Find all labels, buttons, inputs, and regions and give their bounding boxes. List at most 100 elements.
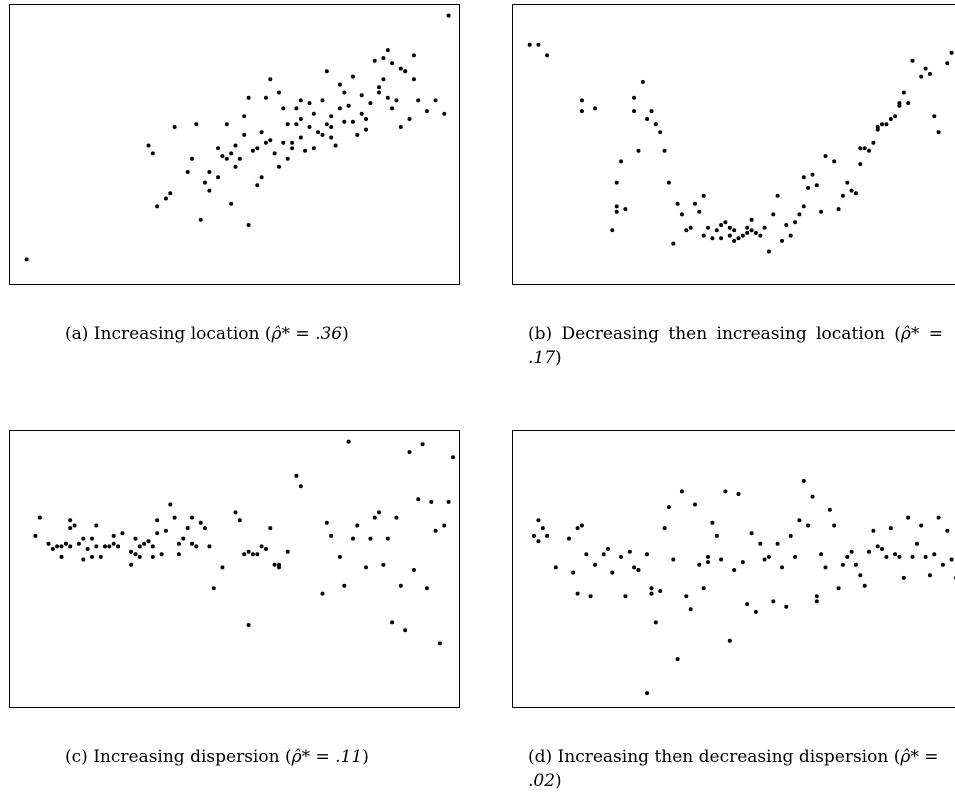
scatter-point-b-66 <box>836 207 841 212</box>
scatter-point-c-2 <box>46 541 51 546</box>
scatter-point-c-62 <box>355 523 360 528</box>
scatter-point-d-26 <box>658 589 663 593</box>
scatter-point-a-17 <box>233 164 238 169</box>
scatter-point-d-7 <box>571 570 576 575</box>
scatter-point-b-38 <box>727 233 732 238</box>
scatter-point-c-9 <box>76 541 81 546</box>
scatter-point-d-16 <box>610 570 615 575</box>
scatter-point-c-83 <box>451 455 455 460</box>
scatter-point-d-97 <box>814 599 819 604</box>
scatter-point-d-71 <box>853 562 858 567</box>
scatter-point-d-85 <box>914 541 919 546</box>
scatter-point-d-61 <box>810 494 815 499</box>
caption-d: (d) Increasing then decreasing dispersio… <box>528 747 939 791</box>
scatter-point-c-10 <box>81 557 86 562</box>
scatter-point-b-19 <box>658 130 663 135</box>
scatter-point-a-96 <box>233 143 238 148</box>
scatter-point-a-70 <box>416 98 421 103</box>
scatter-point-d-83 <box>906 515 911 520</box>
scatter-point-d-23 <box>645 691 650 696</box>
scatter-point-b-39 <box>732 228 737 233</box>
scatter-point-c-55 <box>320 591 325 596</box>
scatter-point-d-36 <box>701 586 706 591</box>
scatter-point-a-92 <box>329 135 334 140</box>
scatter-point-a-1 <box>146 143 151 148</box>
scatter-point-b-9 <box>614 209 619 214</box>
scatter-plot-b <box>512 4 955 285</box>
scatter-point-b-58 <box>801 204 806 209</box>
scatter-point-d-46 <box>745 602 750 607</box>
scatter-point-a-18 <box>237 156 242 161</box>
scatter-point-a-7 <box>185 170 190 174</box>
scatter-point-c-93 <box>94 523 99 528</box>
scatter-point-c-78 <box>429 499 434 504</box>
scatter-point-d-2 <box>536 539 541 544</box>
scatter-point-a-85 <box>390 61 395 66</box>
scatter-point-c-82 <box>446 499 451 504</box>
scatter-point-a-61 <box>381 77 386 82</box>
scatter-point-a-55 <box>359 111 364 116</box>
scatter-point-a-71 <box>424 109 429 114</box>
scatter-point-b-11 <box>623 207 628 212</box>
scatter-point-c-46 <box>255 552 260 557</box>
scatter-svg-d <box>532 478 955 696</box>
scatter-point-c-52 <box>285 549 290 554</box>
scatter-point-c-25 <box>150 554 155 559</box>
scatter-point-c-43 <box>242 552 247 557</box>
scatter-point-a-56 <box>364 117 368 121</box>
scatter-point-c-87 <box>190 541 194 546</box>
scatter-point-c-5 <box>59 544 64 549</box>
scatter-point-d-84 <box>910 554 915 559</box>
scatter-point-a-93 <box>342 119 347 124</box>
scatter-svg-b <box>527 42 954 254</box>
scatter-point-a-81 <box>350 74 355 79</box>
scatter-point-d-20 <box>632 565 637 570</box>
scatter-point-b-24 <box>679 212 684 217</box>
scatter-point-b-2 <box>545 53 550 58</box>
scatter-point-c-28 <box>163 528 168 533</box>
scatter-point-a-3 <box>155 204 160 209</box>
scatter-point-d-93 <box>949 557 954 562</box>
scatter-point-d-60 <box>806 523 811 528</box>
scatter-point-b-15 <box>640 79 645 84</box>
scatter-point-d-42 <box>727 638 732 643</box>
scatter-point-d-75 <box>871 528 876 533</box>
scatter-point-b-33 <box>714 228 719 233</box>
scatter-point-a-73 <box>442 111 447 116</box>
scatter-point-c-39 <box>211 586 216 591</box>
scatter-point-a-41 <box>311 111 316 116</box>
scatter-point-a-0 <box>24 257 29 262</box>
scatter-point-b-85 <box>906 101 911 106</box>
scatter-point-c-77 <box>424 586 429 591</box>
scatter-point-c-53 <box>294 473 299 478</box>
scatter-point-d-5 <box>553 565 558 570</box>
scatter-point-a-69 <box>411 77 416 82</box>
scatter-point-b-18 <box>653 122 658 127</box>
scatter-point-b-6 <box>610 228 615 233</box>
scatter-point-d-88 <box>927 573 932 578</box>
scatter-point-b-0 <box>527 42 532 47</box>
scatter-point-b-10 <box>619 159 624 164</box>
scatter-point-b-57 <box>797 212 802 217</box>
scatter-point-d-43 <box>732 568 737 572</box>
scatter-point-c-96 <box>81 536 86 541</box>
scatter-point-d-57 <box>793 554 798 559</box>
scatter-point-c-22 <box>137 544 142 549</box>
scatter-point-c-73 <box>407 450 412 455</box>
scatter-point-d-29 <box>671 557 676 562</box>
scatter-point-b-52 <box>775 193 780 198</box>
scatter-plot-d <box>512 430 955 708</box>
scatter-point-b-35 <box>719 236 724 241</box>
scatter-point-a-84 <box>385 48 390 53</box>
scatter-point-d-79 <box>888 526 893 531</box>
scatter-point-c-69 <box>390 620 395 625</box>
scatter-point-c-74 <box>411 568 416 572</box>
scatter-point-c-21 <box>133 552 138 557</box>
scatter-point-d-40 <box>719 557 724 562</box>
scatter-point-b-53 <box>780 238 784 243</box>
scatter-svg-a <box>24 13 451 262</box>
scatter-point-a-13 <box>216 175 221 180</box>
scatter-point-b-86 <box>910 58 915 63</box>
scatter-point-c-42 <box>237 518 242 523</box>
scatter-point-b-32 <box>710 236 715 241</box>
